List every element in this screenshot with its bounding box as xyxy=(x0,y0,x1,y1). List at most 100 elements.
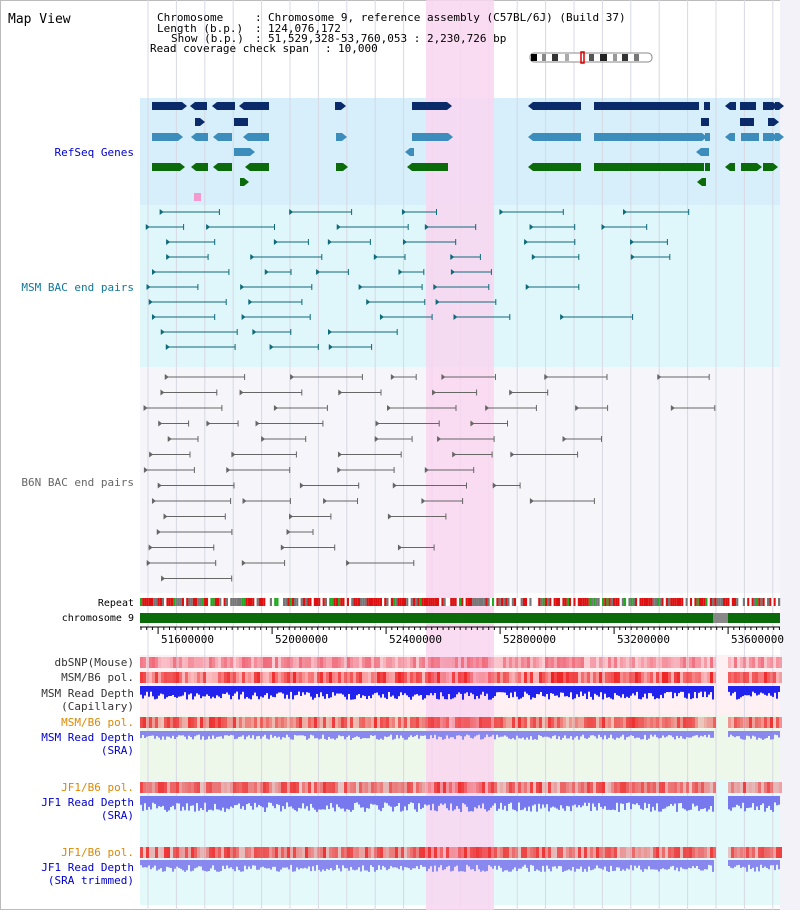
depth-bar xyxy=(332,796,334,808)
gene-feature xyxy=(701,118,709,126)
depth-bar xyxy=(220,686,222,699)
depth-bar xyxy=(660,686,662,695)
depth-bar xyxy=(442,860,444,871)
pol-cell xyxy=(584,847,587,858)
pol-cell xyxy=(263,717,266,728)
repeat-track[interactable] xyxy=(140,598,781,606)
depth-bar xyxy=(576,796,578,808)
chromosome-ideogram[interactable] xyxy=(529,51,653,64)
pol-cell xyxy=(593,672,596,683)
depth-bar xyxy=(662,686,664,699)
pol-cell xyxy=(638,782,641,793)
depth-bar xyxy=(434,731,436,735)
depth-bar xyxy=(768,796,770,806)
dbsnp-cell xyxy=(203,657,206,668)
depth-bar xyxy=(174,860,176,869)
repeat-block xyxy=(778,598,781,606)
depth-bar xyxy=(684,860,686,870)
depth-bar xyxy=(536,860,538,870)
dbsnp-cell xyxy=(743,657,746,668)
depth-bar xyxy=(140,796,142,805)
pol-cell xyxy=(143,672,146,683)
depth-bar xyxy=(188,731,190,736)
depth-bar xyxy=(740,686,742,698)
depth-bar xyxy=(556,686,558,696)
depth-bar xyxy=(354,860,356,871)
pol-cell xyxy=(659,717,662,728)
refseq-genes-track[interactable] xyxy=(152,102,784,201)
depth-bar xyxy=(266,860,268,869)
depth-bar xyxy=(144,731,146,738)
depth-bar xyxy=(322,796,324,810)
pol-cell xyxy=(524,717,527,728)
pol-cell xyxy=(479,672,482,683)
pol-cell xyxy=(443,717,446,728)
depth-bar xyxy=(678,686,680,694)
pol-cell xyxy=(362,782,365,793)
pol-cell xyxy=(431,782,434,793)
depth-bar xyxy=(712,796,714,812)
pol-cell xyxy=(203,717,206,728)
pol-cell xyxy=(302,847,305,858)
repeat-block xyxy=(415,598,418,606)
depth-bar xyxy=(516,686,518,697)
dbsnp-cell xyxy=(464,657,467,668)
repeat-block xyxy=(509,598,512,606)
depth-bar xyxy=(388,860,390,869)
pol-cell xyxy=(626,717,629,728)
pol-cell xyxy=(338,717,341,728)
right-margin-strip xyxy=(780,0,800,910)
depth-bar xyxy=(178,686,180,697)
depth-bar xyxy=(618,860,620,868)
gene-feature xyxy=(196,133,208,141)
depth-bar xyxy=(606,686,608,698)
depth-bar xyxy=(214,731,216,739)
pol-cell xyxy=(449,847,452,858)
depth-bar xyxy=(500,686,502,693)
pol-cell xyxy=(755,672,758,683)
repeat-block xyxy=(668,598,671,606)
depth-bar xyxy=(728,860,730,866)
depth-bar xyxy=(538,686,540,695)
depth-bar xyxy=(314,860,316,871)
gene-feature xyxy=(704,102,710,110)
pol-cell xyxy=(659,782,662,793)
dbsnp-cell xyxy=(341,657,344,668)
depth-bar xyxy=(254,686,256,693)
depth-bar xyxy=(614,860,616,871)
bac-end-marker xyxy=(159,209,164,215)
depth-bar xyxy=(646,860,648,870)
depth-bar xyxy=(520,796,522,811)
b6n-bac-end-pairs-track[interactable] xyxy=(143,374,716,582)
depth-bar xyxy=(272,731,274,738)
gene-strand-arrow xyxy=(447,102,452,110)
dbsnp-cell xyxy=(149,657,152,668)
depth-bar xyxy=(426,860,428,872)
pol-cell xyxy=(569,847,572,858)
repeat-block xyxy=(474,598,477,606)
gene-feature xyxy=(740,102,756,110)
depth-bar xyxy=(586,796,588,807)
pol-cell xyxy=(428,717,431,728)
depth-bar xyxy=(588,796,590,803)
pol-cell xyxy=(617,672,620,683)
pol-cell xyxy=(182,717,185,728)
repeat-block xyxy=(701,598,704,606)
depth-bar xyxy=(558,731,560,737)
chromosome-bar[interactable] xyxy=(140,613,780,623)
quantitative-tracks[interactable] xyxy=(140,613,782,872)
depth-bar xyxy=(384,686,386,698)
depth-bar xyxy=(774,860,776,871)
pol-cell xyxy=(161,782,164,793)
depth-bar xyxy=(208,796,210,810)
depth-bar xyxy=(184,686,186,693)
pol-cell xyxy=(458,672,461,683)
depth-bar xyxy=(286,860,288,868)
msm-bac-end-pairs-track[interactable] xyxy=(145,209,690,350)
dbsnp-cell xyxy=(749,657,752,668)
depth-bar xyxy=(460,731,462,737)
depth-bar xyxy=(154,860,156,866)
dbsnp-cell xyxy=(746,657,749,668)
depth-bar xyxy=(754,860,756,872)
depth-bar xyxy=(482,796,484,804)
